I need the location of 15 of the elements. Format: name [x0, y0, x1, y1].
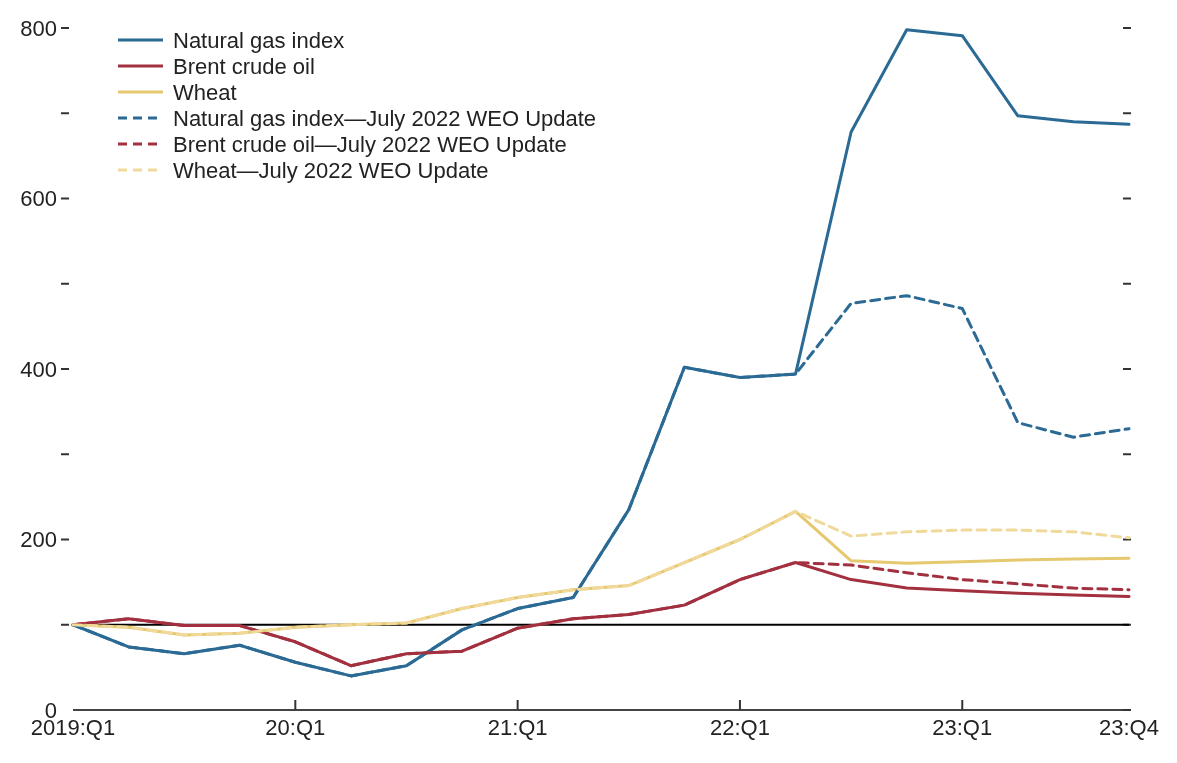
- y-tick-label: 200: [20, 527, 57, 553]
- legend-label: Natural gas index: [173, 27, 345, 53]
- legend-label: Natural gas index—July 2022 WEO Update: [173, 105, 597, 131]
- legend-label: Wheat: [173, 79, 237, 105]
- legend-label: Brent crude oil—July 2022 WEO Update: [173, 131, 567, 157]
- x-tick-label: 23:Q4: [1099, 715, 1159, 740]
- legend-label: Brent crude oil: [173, 53, 315, 79]
- x-tick-label: 22:Q1: [709, 715, 770, 740]
- y-tick-label: 400: [20, 356, 57, 382]
- x-tick-label: 20:Q1: [265, 715, 326, 740]
- legend-label: Wheat—July 2022 WEO Update: [173, 157, 489, 183]
- x-tick-label: 23:Q1: [932, 715, 993, 740]
- x-tick-label: 21:Q1: [487, 715, 548, 740]
- y-tick-label: 800: [20, 15, 57, 41]
- y-tick-label: 600: [20, 186, 57, 212]
